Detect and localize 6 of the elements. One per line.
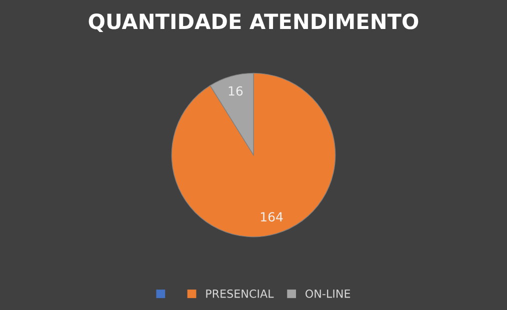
chart-title: QUANTIDADE ATENDIMENTO — [88, 14, 418, 32]
data-label: 16 — [228, 86, 243, 96]
data-label: 164 — [260, 212, 283, 222]
legend-label: PRESENCIAL — [206, 289, 274, 298]
legend-label: ON-LINE — [306, 289, 350, 298]
pie-slice — [171, 72, 336, 238]
